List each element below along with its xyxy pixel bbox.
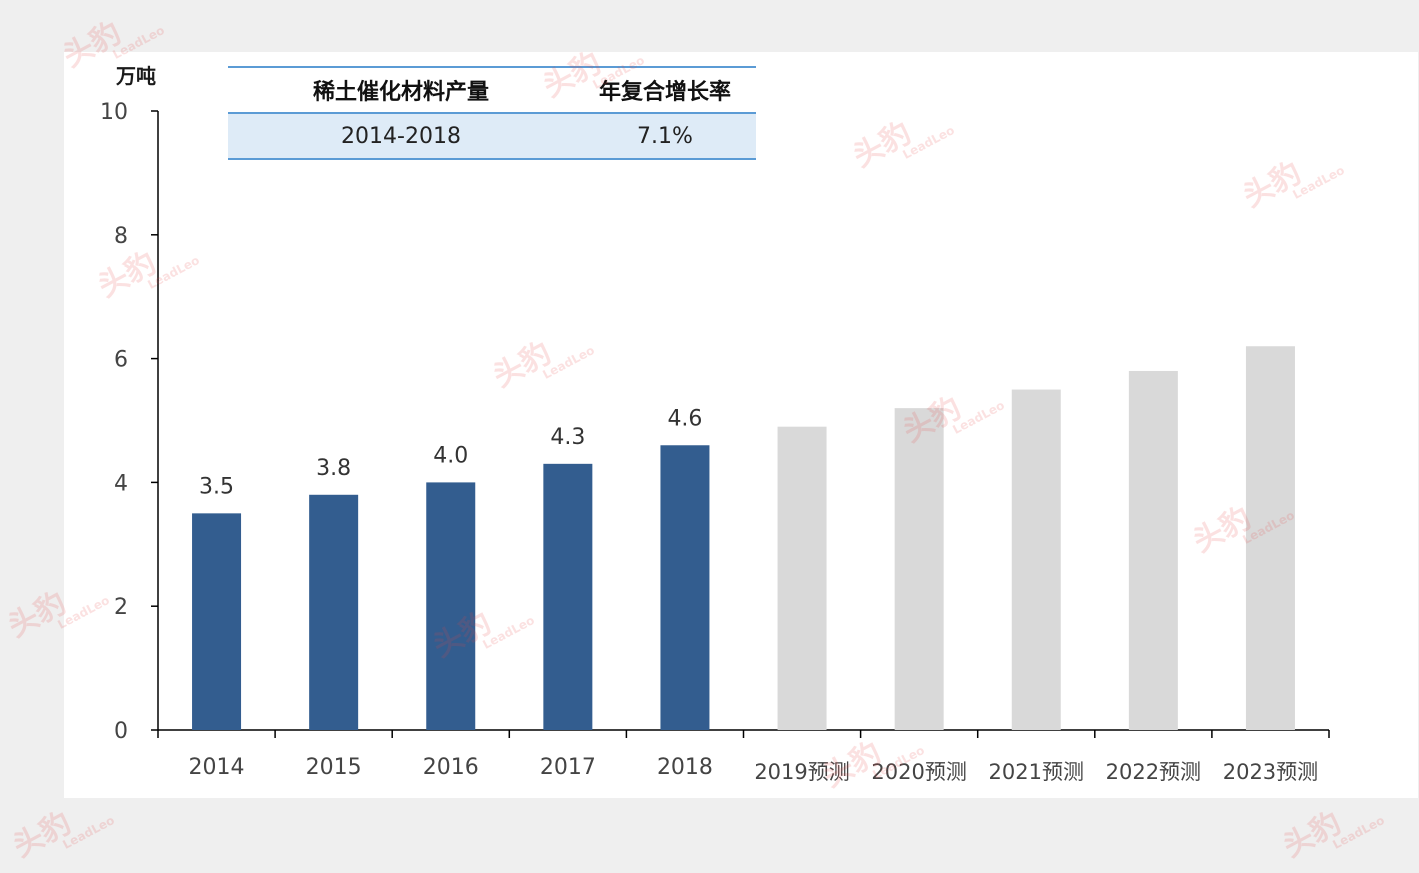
x-tick-label-2022预测: 2022预测 — [1106, 760, 1201, 784]
cagr-header-rate: 年复合增长率 — [598, 80, 731, 105]
x-tick-label-2018: 2018 — [657, 755, 713, 780]
bar-2015 — [309, 494, 359, 730]
data-label-2018: 4.6 — [667, 406, 702, 431]
data-label-2015: 3.8 — [316, 456, 351, 481]
data-label-2014: 3.5 — [199, 474, 234, 499]
x-tick-label-2014: 2014 — [189, 755, 245, 780]
bar-2018 — [660, 445, 710, 730]
bar-2019预测 — [777, 426, 827, 730]
data-label-2016: 4.0 — [433, 443, 468, 468]
y-tick-label: 0 — [114, 719, 128, 744]
cagr-period: 2014-2018 — [341, 123, 461, 149]
cagr-table: 稀土催化材料产量 年复合增长率 2014-2018 7.1% — [228, 66, 756, 160]
bar-chart: 0 2 4 6 8 10 3.5 2014 3.8 2015 4.0 2016 4.3 2017 4.6 20… — [100, 100, 1330, 784]
bar-2021预测 — [1011, 389, 1061, 730]
cagr-table-row: 2014-2018 7.1% — [228, 114, 756, 158]
x-tick-label-2021预测: 2021预测 — [989, 760, 1084, 784]
y-tick-label: 2 — [114, 595, 128, 620]
bar-2020预测 — [894, 408, 944, 730]
data-label-2017: 4.3 — [550, 425, 585, 450]
bar-2016 — [426, 482, 476, 730]
cagr-table-header: 稀土催化材料产量 年复合增长率 — [228, 68, 756, 114]
x-tick-label-2019预测: 2019预测 — [754, 760, 849, 784]
x-tick-label-2017: 2017 — [540, 755, 596, 780]
y-tick-label: 4 — [114, 471, 128, 496]
bar-2014 — [192, 513, 242, 730]
x-tick-label-2023预测: 2023预测 — [1223, 760, 1318, 784]
y-tick-label: 8 — [114, 224, 128, 249]
bar-2017 — [543, 463, 593, 730]
y-tick-label: 10 — [100, 100, 128, 125]
cagr-header-metric: 稀土催化材料产量 — [312, 80, 489, 105]
x-tick-label-2015: 2015 — [306, 755, 362, 780]
bar-2022预测 — [1128, 370, 1178, 730]
y-axis-unit: 万吨 — [116, 64, 156, 88]
chart-panel — [64, 52, 1418, 798]
bar-2023预测 — [1245, 346, 1295, 730]
x-tick-label-2016: 2016 — [423, 755, 479, 780]
x-tick-label-2020预测: 2020预测 — [871, 760, 966, 784]
cagr-rate: 7.1% — [637, 123, 693, 149]
y-tick-label: 6 — [114, 348, 128, 373]
